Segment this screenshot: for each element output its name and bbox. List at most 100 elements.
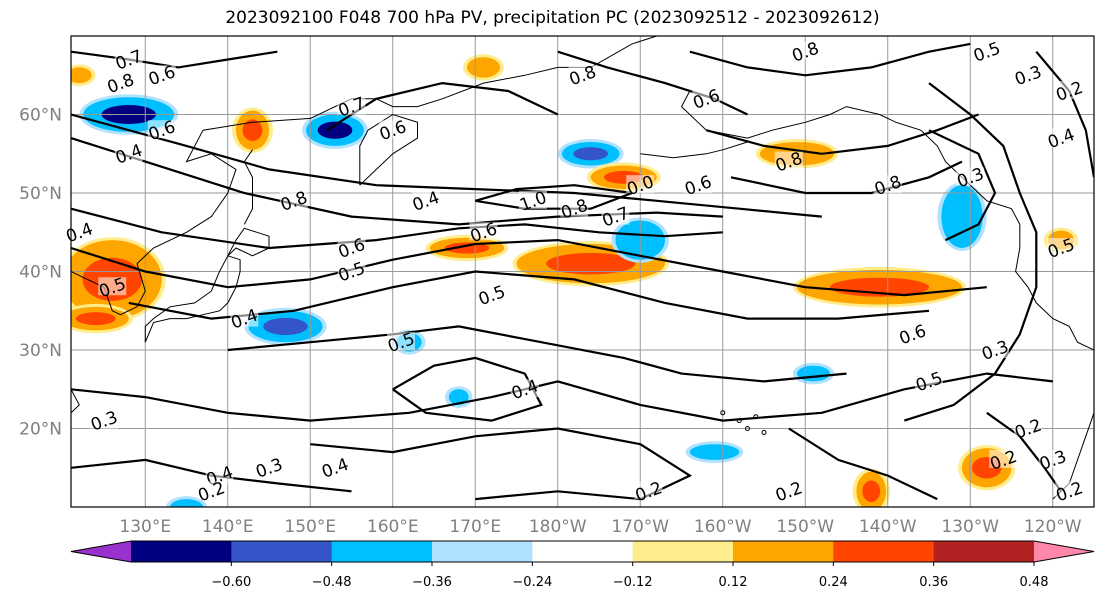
colorbar-tick-label: 0.48 [1020, 575, 1049, 590]
pv-contour-line [788, 427, 938, 501]
pv-contour-line [1035, 50, 1094, 178]
precip-core [71, 70, 87, 80]
coastline [71, 389, 80, 414]
coastline [359, 113, 418, 186]
pv-contour-line [71, 207, 723, 250]
longitude-label: 160°W [694, 517, 752, 537]
contour-label-bg [898, 324, 927, 343]
latitude-label: 30°N [19, 341, 62, 361]
precip-core [699, 447, 730, 457]
pv-contour-line [71, 137, 723, 226]
contour-label-bg [510, 379, 539, 398]
contour-label-bg [90, 410, 118, 429]
contour-label-bg [560, 198, 589, 217]
coastline [680, 90, 707, 131]
colorbar-segment [432, 541, 533, 562]
contour-label-bg [915, 371, 943, 390]
contour-label-bg [98, 277, 127, 296]
colorbar-tick-label: −0.12 [613, 575, 653, 590]
longitude-label: 120°W [1024, 517, 1082, 537]
colorbar-tick-label: −0.24 [512, 575, 552, 590]
precip-core [949, 199, 975, 234]
contour-label-bg [469, 222, 498, 241]
contour-label-bg [1047, 128, 1075, 147]
contour-label-bg [230, 308, 259, 327]
contour-label-bg [147, 65, 176, 84]
pv-contour-line [557, 50, 748, 116]
precip-core [444, 242, 490, 254]
contour-label-bg [387, 332, 415, 351]
precip-core [242, 119, 263, 141]
contour-label-bg [1014, 65, 1042, 84]
latitude-label: 20°N [19, 420, 62, 440]
contour-label-bg [279, 190, 308, 209]
colorbar-segment [933, 541, 1035, 562]
colorbar-tick-label: 0.24 [819, 575, 848, 590]
contour-label-bg [601, 206, 630, 225]
longitude-label: 150°W [776, 517, 834, 537]
coastlines [71, 36, 1094, 500]
contour-label-bg [626, 175, 655, 194]
map-title: 2023092100 F048 700 hPa PV, precipitatio… [225, 8, 880, 28]
longitude-label: 180°W [529, 517, 587, 537]
contour-label-bg [477, 285, 506, 304]
precip-core [573, 147, 609, 161]
longitude-labels: 130°E 140°E 150°E 160°E 170°E 180°W 170°W 160°W… [119, 517, 1081, 537]
precip-core [473, 61, 494, 74]
pv-contour-line [986, 411, 1062, 492]
contour-label-bg [1055, 481, 1084, 500]
colorbar-extend-max [1034, 541, 1094, 562]
pv-contour-line [71, 238, 987, 297]
colorbar-segment [632, 541, 734, 562]
contour-label-bg [1038, 449, 1067, 468]
pv-contour-line [928, 129, 997, 242]
contour-label-bg [989, 449, 1018, 468]
colorbar-extend-min [71, 541, 131, 562]
contour-label-bg [378, 120, 407, 139]
contour-label-bg [1047, 237, 1075, 256]
colorbar-outline [70, 540, 1095, 563]
contour-label-bg [684, 175, 712, 194]
island [745, 426, 750, 431]
contour-label-bg [774, 151, 803, 170]
contour-label-bg [692, 88, 721, 107]
colorbar-segment [733, 541, 834, 562]
longitude-label: 130°W [941, 517, 999, 537]
colorbar-segment [331, 541, 433, 562]
contour-label-bg [1055, 80, 1084, 99]
contour-label-bg [197, 481, 226, 500]
contour-label-bg [106, 73, 135, 92]
contour-label-bg [65, 222, 94, 241]
colorbar-tick-label: −0.60 [211, 575, 251, 590]
pv-contour-line [689, 42, 971, 77]
coastline [243, 149, 253, 225]
contour-label-bg [774, 481, 803, 500]
pv-contour-labels: 0.70.60.80.60.40.70.60.8 0.40.60.50.40.40… [63, 39, 1085, 507]
pv-contour-line [310, 427, 693, 501]
map-frame [70, 35, 1095, 508]
contour-label-bg [337, 261, 366, 280]
pv-contour-line [903, 82, 1038, 422]
island [761, 429, 767, 435]
longitude-label: 170°E [449, 517, 501, 537]
precip-core [546, 252, 636, 275]
colorbar-tick-label: 0.12 [719, 575, 748, 590]
contour-label-bg [972, 41, 1001, 60]
coastline [71, 36, 657, 316]
precipitation-shading [71, 54, 1079, 507]
longitude-label: 150°E [284, 517, 336, 537]
precip-core [452, 392, 465, 402]
precip-core [75, 312, 116, 326]
precip-core [862, 480, 881, 503]
contour-label-bg [337, 96, 366, 115]
colorbar-segment [131, 541, 232, 562]
colorbar: −0.60 −0.48 −0.36 −0.24 −0.12 0.12 0.24 0.36 0.4… [70, 540, 1095, 590]
longitude-label: 160°E [367, 517, 419, 537]
contour-label-bg [791, 41, 820, 60]
contour-label-bg [205, 465, 234, 484]
colorbar-segment [532, 541, 634, 562]
longitude-label: 140°W [859, 517, 917, 537]
colorbar-tick-label: −0.36 [412, 575, 452, 590]
colorbar-tick-label: −0.48 [312, 575, 352, 590]
